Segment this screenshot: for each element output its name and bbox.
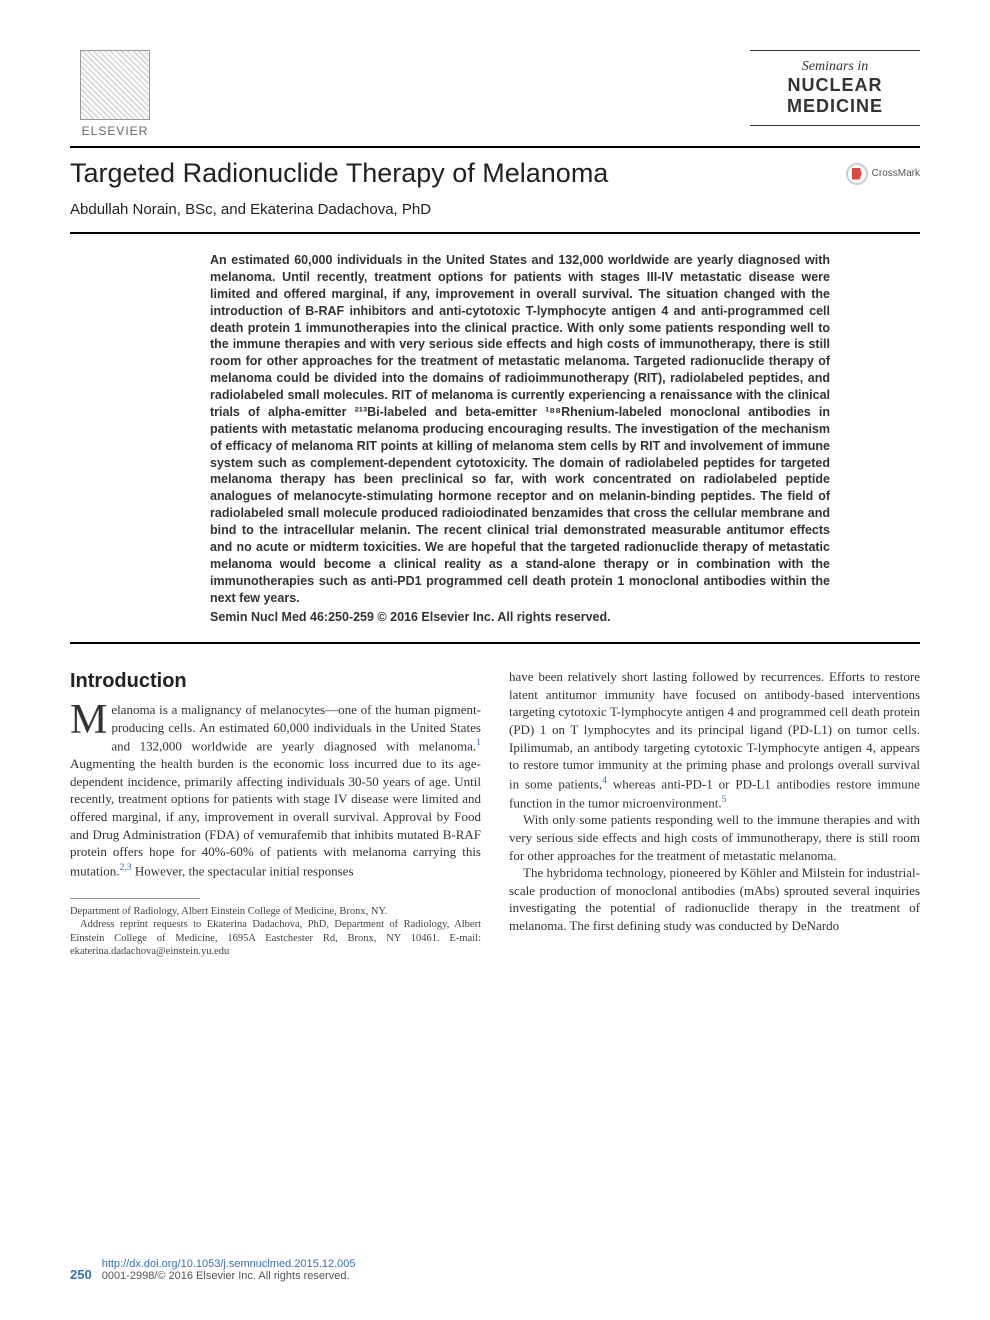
c2p1-a: have been relatively short lasting follo… [509,669,920,791]
journal-title-block: Seminars in NUCLEAR MEDICINE [750,50,920,126]
page-footer: 250 http://dx.doi.org/10.1053/j.semnuclm… [70,1258,920,1282]
publisher-name: ELSEVIER [82,124,149,138]
ref-link-5[interactable]: 5 [722,794,727,805]
publisher-logo-block: ELSEVIER [70,50,160,138]
crossmark-label: CrossMark [872,168,920,179]
doi-link[interactable]: http://dx.doi.org/10.1053/j.semnuclmed.2… [102,1258,356,1270]
abstract-citation: Semin Nucl Med 46:250-259 © 2016 Elsevie… [210,610,830,624]
abstract-text: An estimated 60,000 individuals in the U… [210,252,830,606]
article-title: Targeted Radionuclide Therapy of Melanom… [70,158,608,189]
p1-text-a: elanoma is a malignancy of melanocytes—o… [111,702,481,753]
footnote-rule [70,898,200,899]
section-heading-introduction: Introduction [70,668,481,695]
col2-paragraph-2: With only some patients responding well … [509,811,920,864]
author-line: Abdullah Norain, BSc, and Ekaterina Dada… [70,201,920,218]
journal-line3: MEDICINE [750,96,920,117]
col2-paragraph-3: The hybridoma technology, pioneered by K… [509,864,920,934]
dropcap: M [70,701,111,739]
ref-link-2-3[interactable]: 2,3 [119,862,131,873]
p1-text-b: Augmenting the health burden is the econ… [70,756,481,878]
issn-copyright: 0001-2998/© 2016 Elsevier Inc. All right… [102,1270,350,1282]
p1-text-c: However, the spectacular initial respons… [132,863,354,878]
footnote-affiliation: Department of Radiology, Albert Einstein… [70,905,481,919]
intro-paragraph-1: Melanoma is a malignancy of melanocytes—… [70,701,481,879]
crossmark-badge[interactable]: CrossMark [846,163,920,185]
title-row: Targeted Radionuclide Therapy of Melanom… [70,146,920,189]
crossmark-icon [846,163,868,185]
col2-paragraph-1: have been relatively short lasting follo… [509,668,920,811]
body-columns: Introduction Melanoma is a malignancy of… [70,668,920,959]
column-left: Introduction Melanoma is a malignancy of… [70,668,481,959]
journal-line2: NUCLEAR [750,75,920,96]
footnote-correspondence: Address reprint requests to Ekaterina Da… [70,918,481,959]
journal-line1: Seminars in [750,59,920,75]
abstract-block: An estimated 60,000 individuals in the U… [70,232,920,644]
page-number: 250 [70,1267,92,1282]
elsevier-tree-icon [80,50,150,120]
ref-link-1[interactable]: 1 [476,737,481,748]
column-right: have been relatively short lasting follo… [509,668,920,959]
footer-text-block: http://dx.doi.org/10.1053/j.semnuclmed.2… [102,1258,356,1282]
page-header: ELSEVIER Seminars in NUCLEAR MEDICINE [70,50,920,138]
